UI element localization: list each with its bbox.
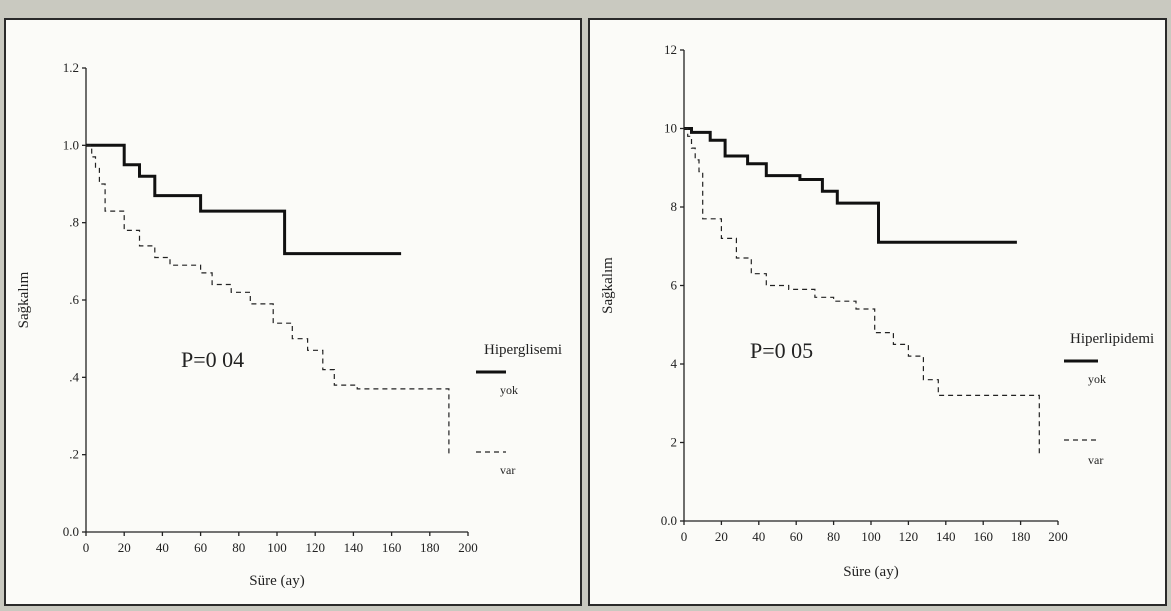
survival-curve-yok [684,127,1017,244]
x-tick-label: 80 [232,540,245,555]
x-tick-label: 160 [973,529,993,544]
x-tick-label: 0 [83,540,90,555]
y-tick-label: 10 [664,121,677,136]
x-tick-label: 80 [827,529,840,544]
y-tick-label: 12 [664,42,677,57]
y-tick-label: .6 [69,292,79,307]
chart-panel-hiperlipidemi: 0.0 2 4 6 8 10 12 0 20 40 60 80 100 120 140 160 180 200 Sa… [588,18,1167,606]
x-tick-label: 60 [790,529,803,544]
y-tick-label: .4 [69,369,79,384]
legend-label-var: var [500,463,515,477]
x-tick-label: 40 [752,529,765,544]
y-tick-label: 1.0 [63,137,79,152]
survival-curve-var [86,144,450,455]
x-tick-label: 120 [305,540,325,555]
x-tick-label: 120 [899,529,919,544]
x-tick-label: 200 [458,540,478,555]
survival-curve-yok [86,143,402,256]
x-tick-label: 100 [861,529,881,544]
x-tick-label: 140 [936,529,956,544]
x-tick-label: 20 [715,529,728,544]
legend-title: Hiperlipidemi [1070,331,1154,347]
x-tick-label: 100 [267,540,287,555]
p-value-annotation: P=0 05 [750,338,813,363]
y-axis-title: Sağkalım [16,271,32,328]
y-tick-label: .2 [69,447,79,462]
y-tick-label: 4 [671,356,678,371]
x-axis-title: Süre (ay) [249,573,304,589]
survival-curve-var [684,127,1040,455]
survival-chart-hiperglisemi: 0.0 .2 .4 .6 .8 1.0 1.2 0 20 40 60 80 100 120 140 160 18… [16,60,562,589]
x-tick-label: 160 [382,540,402,555]
y-tick-label: 8 [671,199,678,214]
x-tick-label: 60 [194,540,207,555]
legend-label-yok: yok [1088,372,1106,386]
y-tick-label: 6 [671,278,678,293]
y-tick-label: 0.0 [63,524,79,539]
p-value-annotation: P=0 04 [181,347,244,372]
y-tick-label: 1.2 [63,60,79,75]
x-axis-title: Süre (ay) [843,564,898,580]
y-tick-label: 0.0 [661,513,677,528]
x-tick-label: 140 [344,540,364,555]
legend-title: Hiperglisemi [484,342,562,358]
legend-label-yok: yok [500,383,518,397]
x-tick-label: 180 [1011,529,1031,544]
x-tick-label: 20 [118,540,131,555]
y-axis-title: Sağkalım [600,257,616,314]
y-tick-label: 2 [671,435,678,450]
x-tick-label: 40 [156,540,169,555]
legend-label-var: var [1088,453,1103,467]
x-tick-label: 200 [1048,529,1068,544]
x-tick-label: 0 [681,529,688,544]
chart-panel-hiperglisemi: 0.0 .2 .4 .6 .8 1.0 1.2 0 20 40 60 80 100 120 140 160 18… [4,18,582,606]
x-tick-label: 180 [420,540,440,555]
y-tick-label: .8 [69,215,79,230]
